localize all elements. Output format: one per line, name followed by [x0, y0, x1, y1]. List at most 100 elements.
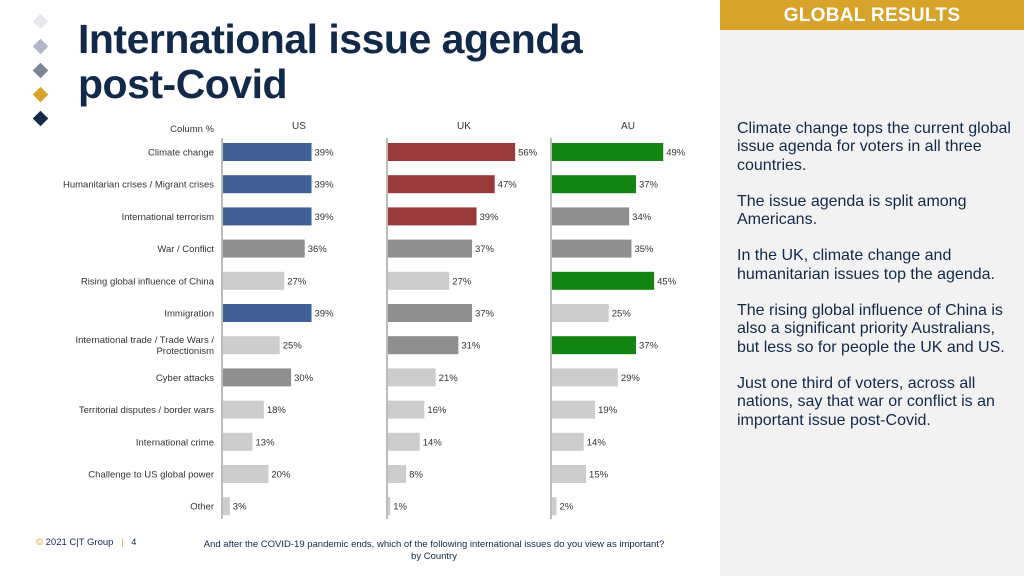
bar-uk — [388, 432, 420, 451]
footer-credit: © 2021 C|T Group | 4 — [36, 537, 136, 548]
page-title: International issue agenda post-Covid — [78, 17, 708, 107]
value-label-uk: 14% — [423, 437, 443, 448]
value-label-us: 39% — [315, 212, 335, 223]
bar-au — [552, 336, 636, 355]
bar-us — [223, 239, 305, 258]
value-label-us: 3% — [233, 502, 247, 513]
value-label-uk: 27% — [452, 276, 472, 287]
value-label-uk: 8% — [409, 470, 423, 481]
value-label-us: 13% — [256, 437, 276, 448]
category-label: Immigration — [164, 309, 214, 320]
value-label-au: 19% — [598, 405, 618, 416]
bar-uk — [388, 465, 407, 483]
value-label-us: 18% — [267, 405, 287, 416]
category-label: International trade / Trade Wars / Protec… — [75, 335, 214, 357]
series-header-au: AU — [621, 121, 635, 132]
insight-text: The issue agenda is split among American… — [737, 192, 967, 229]
category-label: Cyber attacks — [156, 373, 214, 384]
bar-us — [223, 432, 253, 451]
value-label-au: 14% — [587, 437, 607, 448]
value-label-au: 37% — [639, 180, 659, 191]
slide-main-area: International issue agenda post-Covid Co… — [32, 13, 708, 562]
value-label-uk: 1% — [393, 502, 407, 513]
copyright-symbol: © — [36, 537, 43, 548]
bar-us — [223, 143, 312, 161]
bar-us — [223, 304, 312, 322]
bar-us — [223, 465, 269, 483]
bar-au — [552, 400, 596, 419]
value-label-uk: 56% — [518, 148, 538, 159]
page-number: 4 — [131, 537, 137, 548]
bar-us — [223, 207, 312, 226]
bar-uk — [388, 400, 425, 419]
value-label-au: 29% — [621, 373, 641, 384]
bar-au — [552, 432, 584, 451]
bar-us — [223, 368, 292, 387]
value-label-us: 39% — [315, 309, 335, 320]
value-label-us: 39% — [315, 180, 335, 191]
category-label: International crime — [136, 437, 214, 448]
value-label-au: 34% — [632, 212, 652, 223]
series-header-us: US — [292, 121, 306, 132]
bar-uk — [388, 271, 450, 290]
issue-agenda-chart: Column % US UK AU Climate change Humanitarian… — [63, 121, 686, 519]
series-header-uk: UK — [457, 121, 471, 132]
bar-us — [223, 400, 264, 419]
value-label-au: 37% — [639, 341, 659, 352]
insight-text: Climate change tops the current global i… — [737, 120, 1011, 174]
insights-list: Climate change tops the current global i… — [737, 120, 1017, 448]
bar-uk — [388, 207, 477, 226]
value-label-au: 2% — [560, 502, 574, 513]
value-label-uk: 16% — [427, 405, 447, 416]
category-label: Rising global influence of China — [81, 276, 215, 287]
bar-au — [552, 497, 557, 516]
survey-question: And after the COVID-19 pandemic ends, wh… — [160, 539, 708, 562]
bar-au — [552, 143, 664, 161]
bar-uk — [388, 175, 495, 194]
bar-au — [552, 368, 618, 387]
insight-text: In the UK, climate change and humanitari… — [737, 247, 995, 283]
value-label-us: 25% — [283, 341, 303, 352]
summary-panel: GLOBAL RESULTS Climate change tops the c… — [720, 0, 1024, 576]
bar-us — [223, 175, 312, 194]
question-line-2: by Country — [411, 550, 457, 562]
bar-us — [223, 336, 280, 355]
bar-uk — [388, 368, 436, 387]
value-label-uk: 37% — [475, 309, 495, 320]
insight-text: The rising global influence of China is … — [737, 302, 1005, 356]
category-label: Territorial disputes / border wars — [79, 405, 214, 416]
bar-uk — [388, 239, 472, 258]
value-label-au: 25% — [612, 309, 632, 320]
value-label-us: 27% — [287, 276, 307, 287]
category-label: Other — [190, 502, 214, 513]
bar-us — [223, 497, 230, 516]
value-label-au: 45% — [657, 276, 677, 287]
bar-au — [552, 465, 587, 483]
category-label: War / Conflict — [157, 244, 214, 255]
category-label: Climate change — [148, 148, 214, 159]
bar-uk — [388, 336, 459, 355]
org-name: 2021 C|T Group — [45, 537, 114, 548]
value-label-us: 39% — [315, 148, 335, 159]
value-label-uk: 47% — [498, 180, 518, 191]
value-label-us: 20% — [271, 470, 291, 481]
value-label-uk: 39% — [480, 212, 500, 223]
bar-au — [552, 207, 630, 226]
value-label-us: 30% — [294, 373, 314, 384]
bar-uk — [388, 497, 391, 516]
value-label-au: 35% — [634, 244, 654, 255]
value-label-au: 15% — [589, 470, 609, 481]
value-label-uk: 37% — [475, 244, 495, 255]
insight-text: Just one third of voters, across all nat… — [737, 374, 995, 429]
value-label-us: 36% — [308, 244, 328, 255]
category-label: Challenge to US global power — [88, 470, 214, 481]
title-line-1: International issue agenda — [78, 16, 583, 62]
bar-au — [552, 239, 632, 258]
bar-us — [223, 271, 285, 290]
value-label-uk: 21% — [439, 373, 459, 384]
category-label: Humanitarian crises / Migrant crises — [63, 180, 214, 191]
global-results-banner: GLOBAL RESULTS — [720, 0, 1024, 30]
bar-au — [552, 304, 609, 322]
column-percent-label: Column % — [170, 124, 214, 135]
bar-au — [552, 271, 655, 290]
